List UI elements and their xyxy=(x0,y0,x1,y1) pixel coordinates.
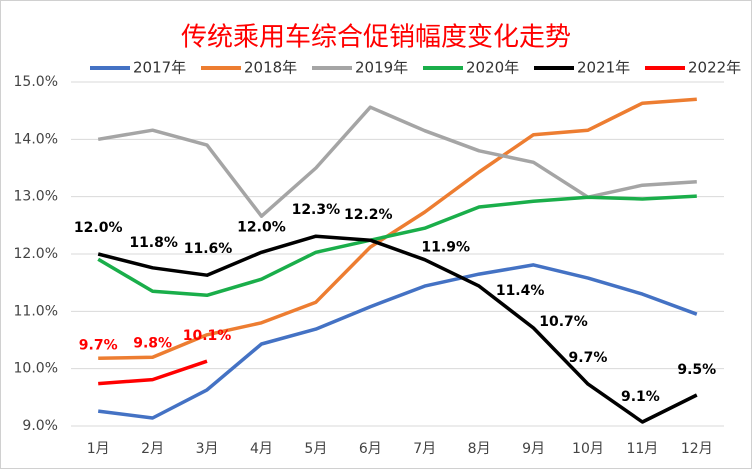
legend-label: 2021年 xyxy=(577,59,630,77)
legend-label: 2022年 xyxy=(688,59,741,77)
y-tick-label: 13.0% xyxy=(14,189,58,205)
data-label: 12.3% xyxy=(292,202,341,218)
x-tick-label: 12月 xyxy=(681,441,713,457)
x-tick-label: 4月 xyxy=(250,441,273,457)
y-tick-label: 9.0% xyxy=(22,418,58,434)
y-tick-label: 12.0% xyxy=(14,246,58,262)
legend-label: 2019年 xyxy=(355,59,408,77)
legend-label: 2018年 xyxy=(244,59,297,77)
data-label: 12.0% xyxy=(74,220,123,236)
data-label: 10.1% xyxy=(183,328,232,344)
data-label: 9.5% xyxy=(677,362,716,378)
x-tick-label: 2月 xyxy=(141,441,164,457)
legend-label: 2017年 xyxy=(133,59,186,77)
data-label: 9.7% xyxy=(79,338,118,354)
data-label: 11.9% xyxy=(421,240,470,256)
data-label: 11.4% xyxy=(496,283,545,299)
x-tick-label: 5月 xyxy=(304,441,327,457)
data-label: 9.1% xyxy=(621,389,660,405)
data-label: 12.2% xyxy=(344,207,393,223)
x-tick-label: 9月 xyxy=(522,441,545,457)
y-tick-label: 15.0% xyxy=(14,74,58,90)
data-label: 11.8% xyxy=(129,235,178,251)
legend-label: 2020年 xyxy=(466,59,519,77)
y-tick-label: 10.0% xyxy=(14,361,58,377)
series-line xyxy=(97,263,698,420)
series-line xyxy=(97,105,697,218)
x-tick-label: 10月 xyxy=(572,441,604,457)
x-tick-label: 7月 xyxy=(413,441,436,457)
data-label: 10.7% xyxy=(539,314,588,330)
y-tick-label: 14.0% xyxy=(14,131,58,147)
series-line xyxy=(97,234,698,424)
data-label: 12.0% xyxy=(237,219,286,235)
data-label: 11.6% xyxy=(184,241,233,257)
x-tick-label: 3月 xyxy=(196,441,219,457)
series-line xyxy=(98,359,208,386)
y-tick-label: 11.0% xyxy=(14,303,58,319)
data-label: 9.8% xyxy=(133,336,172,352)
x-tick-label: 8月 xyxy=(468,441,491,457)
x-tick-label: 6月 xyxy=(359,441,382,457)
data-label: 9.7% xyxy=(569,350,608,366)
series-line xyxy=(98,97,697,361)
series-line xyxy=(97,194,697,298)
chart-title: 传统乘用车综合促销幅度变化走势 xyxy=(181,23,571,53)
x-tick-label: 1月 xyxy=(87,441,110,457)
x-tick-label: 11月 xyxy=(626,441,658,457)
